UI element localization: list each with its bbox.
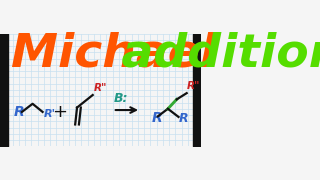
- Text: +: +: [52, 103, 67, 121]
- Text: R: R: [179, 112, 189, 125]
- Text: R: R: [152, 111, 162, 125]
- Text: R": R": [93, 83, 107, 93]
- Text: addition: addition: [105, 31, 320, 76]
- Text: R': R': [44, 109, 56, 119]
- Text: R: R: [14, 105, 24, 119]
- Text: R": R": [187, 81, 200, 91]
- Text: Michael: Michael: [11, 31, 216, 76]
- Text: B:: B:: [114, 92, 129, 105]
